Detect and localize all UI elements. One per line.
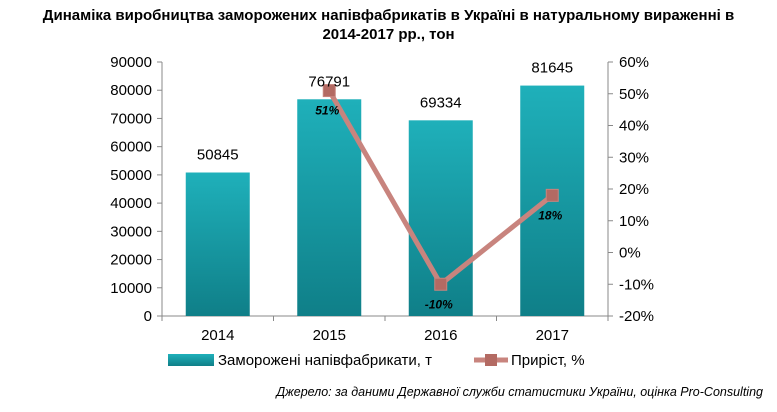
axes-group: 0 10000 20000 30000 40000 50000 60000 70000 8000… [110, 54, 654, 344]
growth-marker [434, 277, 448, 291]
chart-title-line2: 2014-2017 рр., тон [322, 26, 455, 43]
legend: Заморожені напівфабрикати, т Приріст, % [168, 352, 585, 369]
left-tick-label: 50000 [110, 167, 152, 184]
left-tick-label: 20000 [110, 252, 152, 269]
left-tick-label: 70000 [110, 110, 152, 127]
right-tick-label: 20% [619, 181, 649, 198]
bar-2014 [185, 172, 250, 316]
bar-value-label: 76791 [308, 73, 350, 90]
left-tick-label: 0 [144, 308, 152, 325]
bar-value-label: 81645 [531, 60, 573, 77]
bar-value-label: 50845 [197, 147, 239, 164]
right-tick-label: -10% [619, 276, 654, 293]
source-note: Джерело: за даними Державної служби стат… [276, 385, 763, 399]
left-tick-label: 40000 [110, 195, 152, 212]
chart-title: Динаміка виробництва заморожених напівфа… [0, 6, 777, 44]
growth-value-label: 51% [315, 104, 339, 118]
growth-marker [322, 84, 336, 98]
growth-value-label: -10% [425, 297, 453, 311]
left-tick-label: 80000 [110, 82, 152, 99]
legend-bar-swatch [168, 354, 214, 366]
right-tick-label: 40% [619, 118, 649, 135]
right-tick-label: 10% [619, 213, 649, 230]
chart-title-line1: Динаміка виробництва заморожених напівфа… [42, 7, 735, 24]
bar-value-label: 69334 [420, 94, 462, 111]
x-tick-label: 2015 [313, 327, 346, 344]
right-tick-label: 60% [619, 54, 649, 71]
bars-group [185, 85, 585, 317]
growth-line-group [322, 84, 559, 291]
growth-marker [545, 188, 559, 202]
left-tick-label: 90000 [110, 54, 152, 71]
right-tick-label: -20% [619, 308, 654, 325]
left-tick-label: 60000 [110, 139, 152, 156]
right-tick-label: 0% [619, 245, 641, 262]
bar-2015 [297, 99, 362, 316]
left-tick-label: 30000 [110, 223, 152, 240]
data-labels-group: 50845 76791 69334 81645 51% -10% 18% [197, 60, 573, 312]
x-tick-label: 2016 [424, 327, 457, 344]
legend-bar-label: Заморожені напівфабрикати, т [218, 352, 432, 369]
legend-line-marker [485, 354, 497, 366]
growth-value-label: 18% [538, 208, 562, 222]
left-tick-label: 10000 [110, 280, 152, 297]
legend-line-label: Приріст, % [511, 352, 585, 369]
x-tick-label: 2017 [536, 327, 569, 344]
right-tick-label: 30% [619, 149, 649, 166]
right-tick-label: 50% [619, 86, 649, 103]
x-tick-label: 2014 [201, 327, 234, 344]
